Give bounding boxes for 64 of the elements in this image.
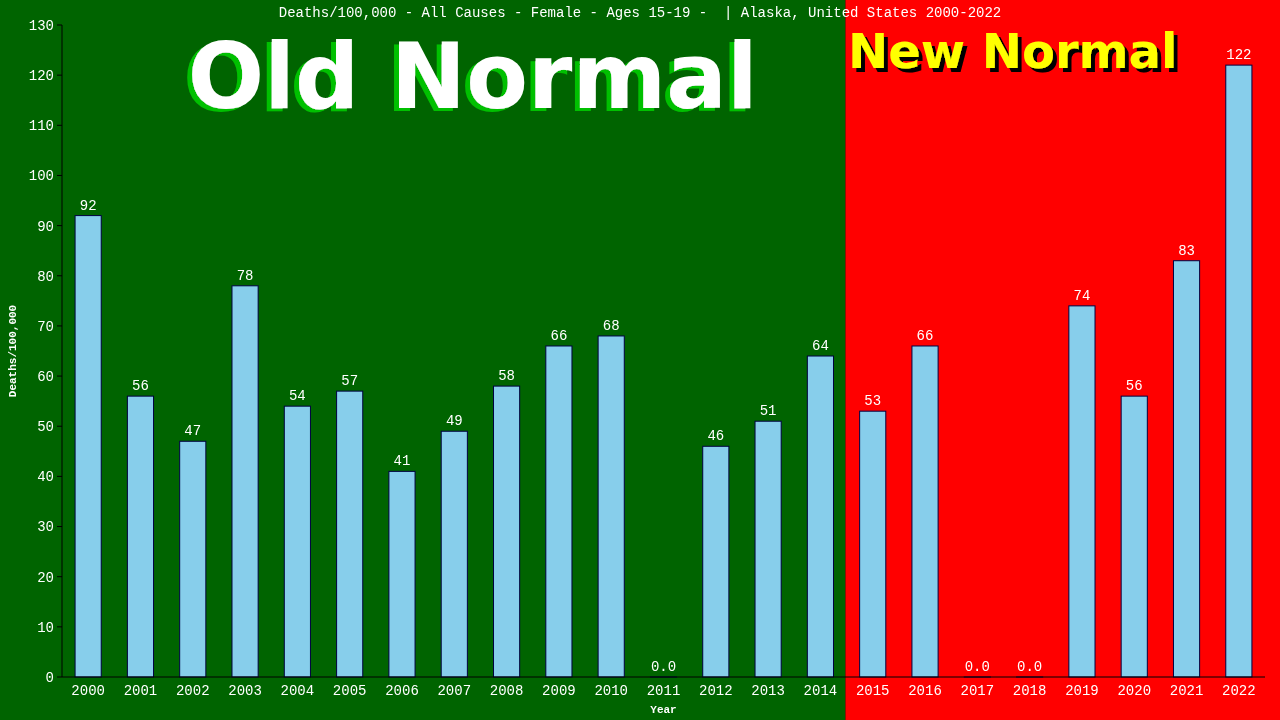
x-tick-label: 2007 [437, 683, 472, 699]
x-tick-label: 2002 [175, 683, 210, 699]
x-tick-label: 2012 [699, 683, 733, 699]
y-tick-label: 10 [37, 619, 54, 636]
data-label: 68 [602, 317, 620, 334]
x-tick-label: 2004 [280, 683, 315, 699]
data-label: 54 [288, 388, 306, 405]
data-label: 49 [445, 413, 463, 430]
x-tick-label: 2014 [803, 683, 838, 699]
y-tick-label: 80 [37, 268, 54, 285]
data-label: 56 [132, 378, 149, 395]
data-label: 66 [916, 327, 934, 344]
data-label: 53 [864, 393, 882, 410]
y-tick-label: 130 [28, 17, 54, 34]
y-tick-label: 100 [28, 168, 54, 185]
x-tick-label: 2008 [489, 683, 524, 699]
x-tick-label: 2017 [960, 683, 995, 699]
x-tick-label: 2019 [1065, 683, 1099, 699]
y-tick-label: 60 [37, 368, 54, 385]
x-tick-label: 2010 [594, 683, 628, 699]
x-tick-label: 2015 [855, 683, 890, 699]
data-label: 83 [1178, 242, 1195, 259]
data-label: 66 [550, 327, 568, 344]
x-tick-label: 2020 [1117, 683, 1152, 699]
x-tick-label: 2009 [542, 683, 576, 699]
data-label: 56 [1125, 378, 1143, 395]
data-label: 47 [184, 423, 202, 440]
x-tick-label: 2006 [385, 683, 419, 699]
x-tick-label: 2022 [1222, 683, 1256, 699]
data-label: 0.0 [650, 659, 677, 675]
y-tick-label: 70 [37, 318, 54, 335]
x-tick-label: 2011 [646, 683, 681, 699]
y-tick-label: 20 [37, 569, 54, 586]
band-label: Old Normal [187, 24, 758, 129]
data-label: 92 [79, 197, 97, 214]
data-label: 78 [236, 267, 254, 284]
y-tick-label: 40 [37, 469, 54, 486]
band-label: New Normal [848, 23, 1178, 79]
data-label: 74 [1073, 287, 1091, 304]
y-tick-label: 120 [28, 68, 54, 85]
x-tick-label: 2000 [71, 683, 105, 699]
x-tick-label: 2013 [751, 683, 785, 699]
x-tick-label: 2018 [1012, 683, 1047, 699]
y-tick-label: 110 [28, 118, 54, 135]
x-tick-label: 2001 [123, 683, 158, 699]
data-label: 57 [341, 373, 359, 390]
data-label: 41 [393, 453, 411, 470]
y-axis-title: Deaths/100,000 [7, 304, 19, 398]
data-label: 51 [759, 403, 777, 420]
y-tick-label: 0 [45, 669, 54, 686]
data-label: 0.0 [1017, 659, 1043, 675]
data-label: 58 [498, 368, 515, 385]
data-label: 122 [1226, 47, 1252, 64]
y-tick-label: 90 [37, 218, 54, 235]
data-label: 0.0 [964, 659, 990, 675]
x-axis-title: Year [650, 704, 677, 716]
y-tick-label: 50 [37, 419, 54, 436]
x-tick-label: 2016 [908, 683, 942, 699]
data-label: 64 [812, 338, 829, 355]
x-tick-label: 2003 [228, 683, 262, 699]
data-label: 46 [707, 428, 725, 445]
x-tick-label: 2005 [332, 683, 367, 699]
x-tick-label: 2021 [1169, 683, 1204, 699]
y-tick-label: 30 [37, 519, 54, 536]
